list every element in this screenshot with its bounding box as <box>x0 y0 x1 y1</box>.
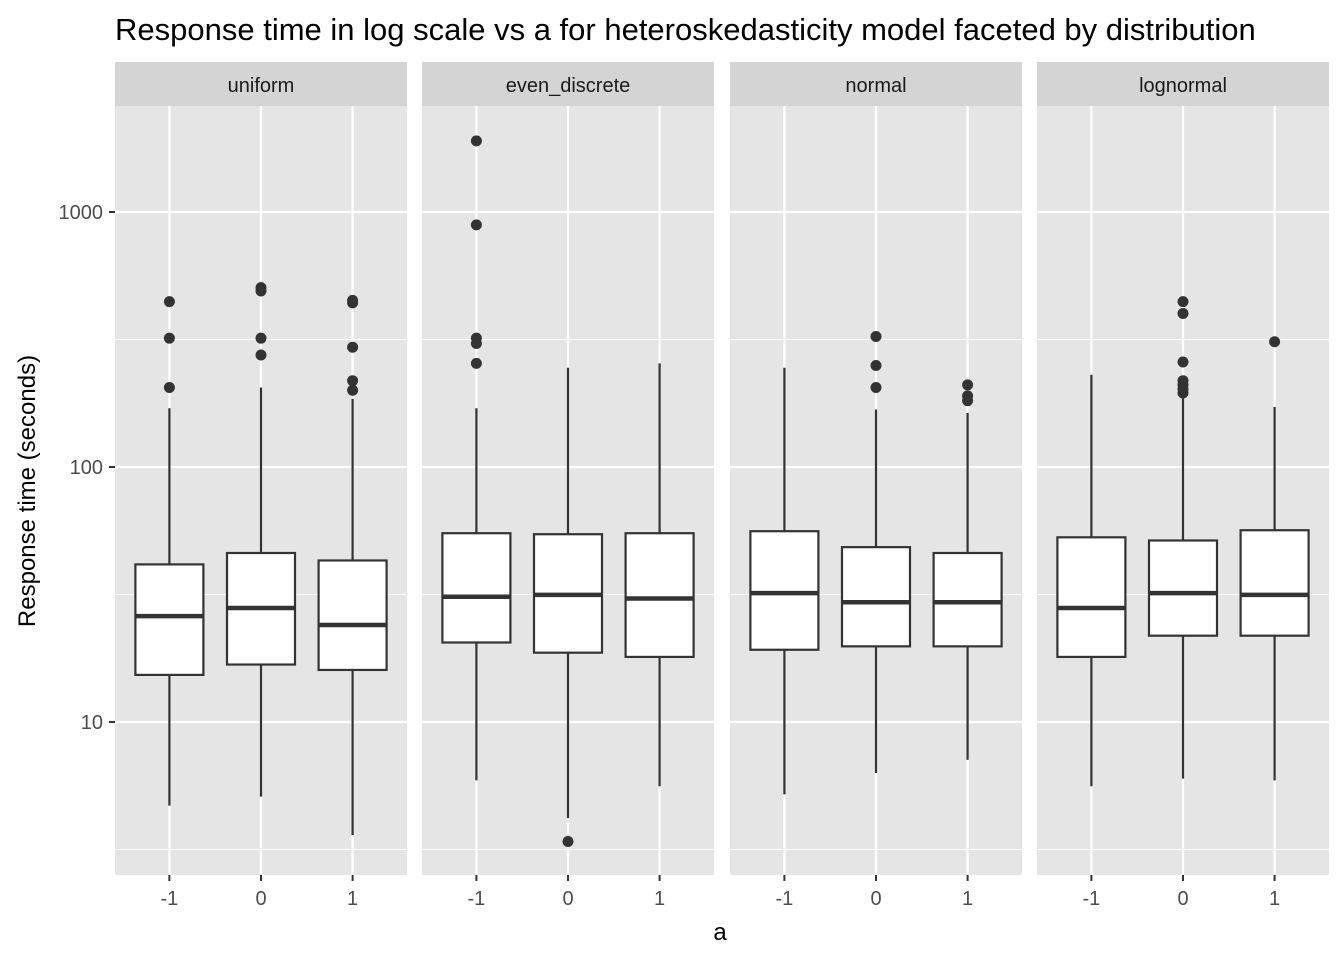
box-lognormal--1 <box>1056 374 1127 787</box>
box-lognormal-0 <box>1147 296 1219 779</box>
x-tick-label: -1 <box>468 888 486 910</box>
box-iqr <box>932 551 1003 648</box>
y-tick-label: 100 <box>70 457 103 479</box>
outlier-point <box>255 349 267 361</box>
box-iqr <box>134 563 205 677</box>
outlier-point <box>1177 307 1189 319</box>
box-iqr <box>749 530 820 651</box>
outlier-point <box>347 294 359 306</box>
outlier-point <box>870 360 882 372</box>
x-tick-label: 0 <box>870 888 881 910</box>
facet-strip-label: lognormal <box>1139 75 1227 97</box>
x-axis-title: a <box>713 919 727 946</box>
facet-normal: normal -1 0 1 <box>730 62 1022 910</box>
outlier-point <box>562 835 574 847</box>
facet-strip-label: normal <box>845 75 906 97</box>
box-uniform--1 <box>134 296 205 806</box>
box-iqr <box>1147 539 1219 637</box>
box-normal-1 <box>932 379 1003 760</box>
outlier-point <box>1269 336 1281 348</box>
box-normal--1 <box>749 367 820 795</box>
x-tick-label: -1 <box>1083 888 1101 910</box>
facet-strip-label: uniform <box>228 75 295 97</box>
outlier-point <box>1177 356 1189 368</box>
facet-lognormal: lognormal -1 0 1 <box>1037 62 1329 910</box>
outlier-point <box>347 384 359 396</box>
facet-strip <box>115 62 407 106</box>
box-normal-0 <box>840 330 912 774</box>
box-iqr <box>1056 536 1127 659</box>
x-tick-label: 1 <box>962 888 973 910</box>
outlier-point <box>255 282 267 294</box>
facet-strip <box>1037 62 1329 106</box>
facet-strip-label: even_discrete <box>506 75 631 97</box>
x-tick-label: 1 <box>347 888 358 910</box>
outlier-point <box>470 332 482 344</box>
x-tick-label: 0 <box>562 888 573 910</box>
box-uniform-0 <box>225 282 297 797</box>
outlier-point <box>347 375 359 387</box>
outlier-point <box>255 332 267 344</box>
facet-strip <box>422 62 714 106</box>
box-iqr <box>840 546 912 648</box>
x-tick-label: 1 <box>1269 888 1280 910</box>
outlier-point <box>962 390 974 402</box>
outlier-point <box>962 379 974 391</box>
outlier-point <box>1177 375 1189 387</box>
box-even_discrete--1 <box>441 135 512 781</box>
outlier-point <box>470 135 482 147</box>
outlier-point <box>347 341 359 353</box>
box-uniform-1 <box>317 294 388 836</box>
y-axis-title: Response time (seconds) <box>14 355 41 627</box>
box-even_discrete-0 <box>532 367 604 847</box>
box-lognormal-1 <box>1239 336 1310 781</box>
outlier-point <box>870 330 882 342</box>
outlier-point <box>470 219 482 231</box>
outlier-point <box>1177 296 1189 308</box>
facet-even_discrete: even_discrete -1 0 1 <box>422 62 714 910</box>
box-iqr <box>441 532 512 644</box>
outlier-point <box>163 332 175 344</box>
box-iqr <box>1239 529 1310 637</box>
x-tick-label: 0 <box>255 888 266 910</box>
y-tick-label: 1000 <box>59 202 104 224</box>
x-tick-label: -1 <box>776 888 794 910</box>
outlier-point <box>163 382 175 394</box>
outlier-point <box>163 296 175 308</box>
x-tick-label: 1 <box>654 888 665 910</box>
y-axis: 10 100 1000 <box>59 202 115 734</box>
facet-uniform: uniform -1 0 1 <box>115 62 407 910</box>
box-even_discrete-1 <box>624 363 695 787</box>
chart-title: Response time in log scale vs a for hete… <box>115 12 1256 47</box>
y-tick-label: 10 <box>81 712 103 734</box>
outlier-point <box>870 382 882 394</box>
box-iqr <box>624 532 695 659</box>
x-tick-label: -1 <box>161 888 179 910</box>
box-iqr <box>317 559 388 672</box>
facet-strip <box>730 62 1022 106</box>
outlier-point <box>470 357 482 369</box>
x-tick-label: 0 <box>1177 888 1188 910</box>
